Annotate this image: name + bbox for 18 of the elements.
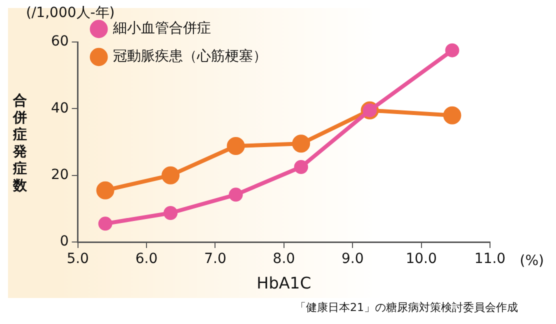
x-tick-label: 9.0 [341,251,364,268]
legend-label: 冠動脈疾患（心筋梗塞） [112,48,267,65]
x-tick-label: 11.0 [474,251,506,268]
x-tick-label: 10.0 [406,251,437,268]
x-tick-label: 7.0 [204,251,226,268]
y-tick-label: 20 [50,166,69,183]
legend-label: 細小血管合併症 [112,20,211,37]
x-tick-label: 8.0 [272,251,296,268]
x-axis-title: HbA1C [256,274,312,293]
x-tick-label: 5.0 [66,251,89,268]
x-tick-label: 6.0 [135,251,158,268]
text: 「健康日本21」の糖尿病対策検討委員会作成 [295,300,518,315]
y-tick-label: 40 [50,100,69,116]
y-axis-title: 合併症発症数 [12,93,28,195]
y-tick-label: 60 [50,34,69,50]
y-tick-label: 0 [60,234,69,250]
text: (%) [520,253,544,269]
text: (/1,000人-年) [26,4,115,22]
